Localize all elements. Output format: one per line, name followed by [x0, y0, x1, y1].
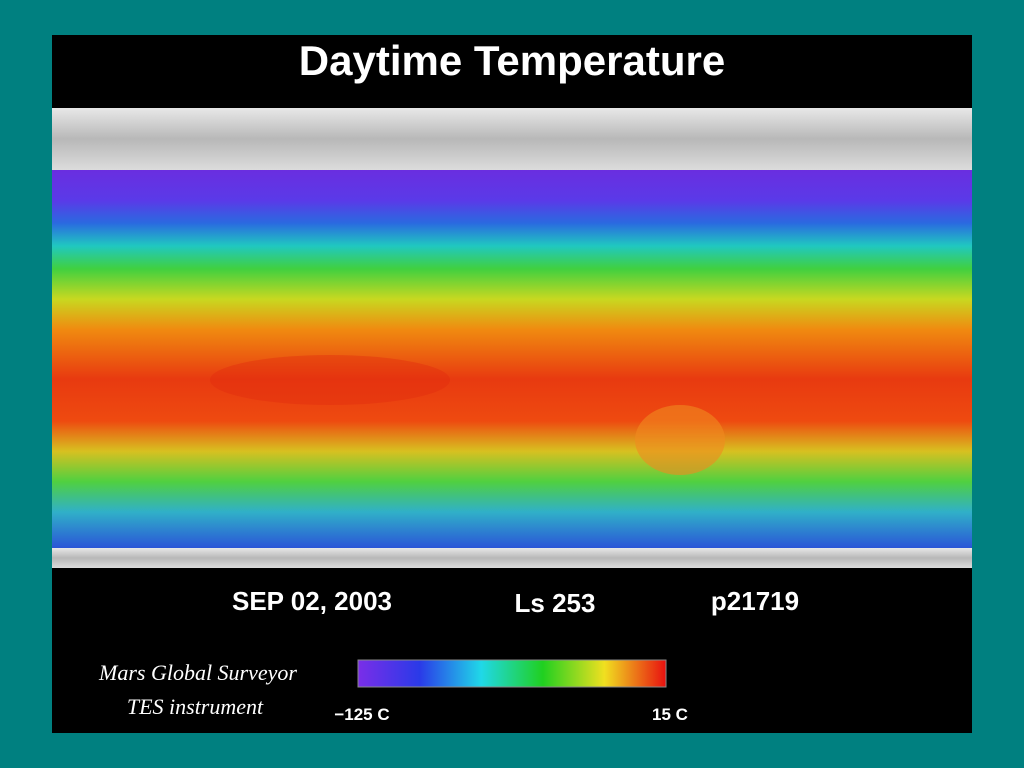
north-cap [52, 108, 972, 170]
colorbar [357, 659, 667, 688]
colorbar-max: 15 C [652, 705, 688, 724]
basin [635, 405, 725, 475]
title: Daytime Temperature [299, 37, 725, 84]
temperature-map [52, 170, 972, 550]
season: Ls 253 [515, 588, 596, 618]
credit-line: TES instrument [127, 694, 264, 719]
colorbar-min: −125 C [334, 705, 389, 724]
south-cap [52, 548, 972, 568]
date: SEP 02, 2003 [232, 586, 392, 616]
credit-line: Mars Global Surveyor [98, 660, 297, 685]
product-id: p21719 [711, 586, 799, 616]
canyon [210, 355, 450, 405]
